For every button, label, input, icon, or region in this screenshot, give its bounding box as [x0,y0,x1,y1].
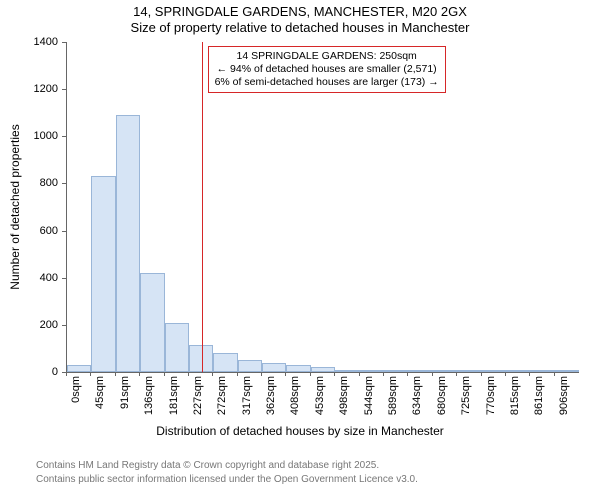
histogram-bar [408,370,432,372]
y-tick-label: 600 [0,225,66,237]
histogram-bar [213,353,237,372]
y-tick-label: 0 [0,366,66,378]
histogram-bar [140,273,164,372]
x-tick-mark [432,372,433,376]
y-tick-mark [62,183,66,184]
y-tick-label: 1000 [0,130,66,142]
y-tick-label: 1400 [0,36,66,48]
y-tick-mark [62,42,66,43]
y-tick-label: 800 [0,177,66,189]
x-tick-label: 45sqm [94,376,106,436]
histogram-bar [165,323,189,373]
x-tick-mark [164,372,165,376]
x-tick-label: 362sqm [265,376,277,436]
x-tick-mark [188,372,189,376]
y-tick-mark [62,89,66,90]
chart-title-line2: Size of property relative to detached ho… [0,20,600,35]
histogram-bar [262,363,286,372]
y-tick-label: 1200 [0,83,66,95]
x-tick-mark [90,372,91,376]
histogram-bar [67,365,91,372]
histogram-bar [555,370,579,372]
chart-container: 14, SPRINGDALE GARDENS, MANCHESTER, M20 … [0,0,600,500]
x-tick-mark [310,372,311,376]
y-tick-mark [62,325,66,326]
x-tick-label: 453sqm [314,376,326,436]
x-tick-mark [554,372,555,376]
x-tick-label: 0sqm [70,376,82,436]
x-tick-mark [407,372,408,376]
x-tick-label: 136sqm [143,376,155,436]
x-tick-mark [481,372,482,376]
y-tick-mark [62,136,66,137]
y-tick-mark [62,278,66,279]
x-tick-label: 861sqm [533,376,545,436]
y-tick-label: 200 [0,319,66,331]
x-tick-mark [456,372,457,376]
plot-area: 14 SPRINGDALE GARDENS: 250sqm← 94% of de… [66,42,579,373]
x-tick-mark [212,372,213,376]
histogram-bar [433,370,457,372]
x-tick-mark [261,372,262,376]
histogram-bar [238,360,262,372]
x-tick-label: 227sqm [192,376,204,436]
histogram-bar [360,370,384,372]
x-tick-mark [139,372,140,376]
x-tick-mark [383,372,384,376]
x-tick-label: 91sqm [119,376,131,436]
x-tick-mark [66,372,67,376]
x-tick-label: 589sqm [387,376,399,436]
x-tick-mark [505,372,506,376]
x-tick-label: 498sqm [338,376,350,436]
histogram-bar [335,370,359,372]
x-tick-mark [285,372,286,376]
y-tick-mark [62,231,66,232]
histogram-bar [457,370,481,372]
annotation-line: 6% of semi-detached houses are larger (1… [215,76,439,89]
histogram-bar [530,370,554,372]
annotation-line: 14 SPRINGDALE GARDENS: 250sqm [215,50,439,63]
x-tick-label: 725sqm [460,376,472,436]
x-tick-label: 680sqm [436,376,448,436]
x-tick-mark [359,372,360,376]
x-tick-label: 181sqm [168,376,180,436]
x-tick-label: 770sqm [485,376,497,436]
x-tick-label: 815sqm [509,376,521,436]
annotation-box: 14 SPRINGDALE GARDENS: 250sqm← 94% of de… [208,46,446,93]
x-tick-label: 634sqm [411,376,423,436]
histogram-bar [116,115,140,372]
histogram-bar [286,365,310,372]
y-axis-label: Number of detached properties [8,124,22,289]
annotation-line: ← 94% of detached houses are smaller (2,… [215,63,439,76]
y-tick-label: 400 [0,272,66,284]
x-tick-label: 906sqm [558,376,570,436]
histogram-bar [311,367,335,372]
x-tick-mark [237,372,238,376]
x-tick-label: 408sqm [289,376,301,436]
x-tick-mark [529,372,530,376]
footer-line1: Contains HM Land Registry data © Crown c… [36,460,379,471]
marker-line [202,42,203,372]
chart-title-line1: 14, SPRINGDALE GARDENS, MANCHESTER, M20 … [0,4,600,19]
x-tick-mark [334,372,335,376]
histogram-bar [91,176,115,372]
x-tick-mark [115,372,116,376]
histogram-bar [384,370,408,372]
x-tick-label: 317sqm [241,376,253,436]
histogram-bar [482,370,506,372]
x-tick-label: 544sqm [363,376,375,436]
x-tick-label: 272sqm [216,376,228,436]
histogram-bar [506,370,530,372]
footer-line2: Contains public sector information licen… [36,474,418,485]
